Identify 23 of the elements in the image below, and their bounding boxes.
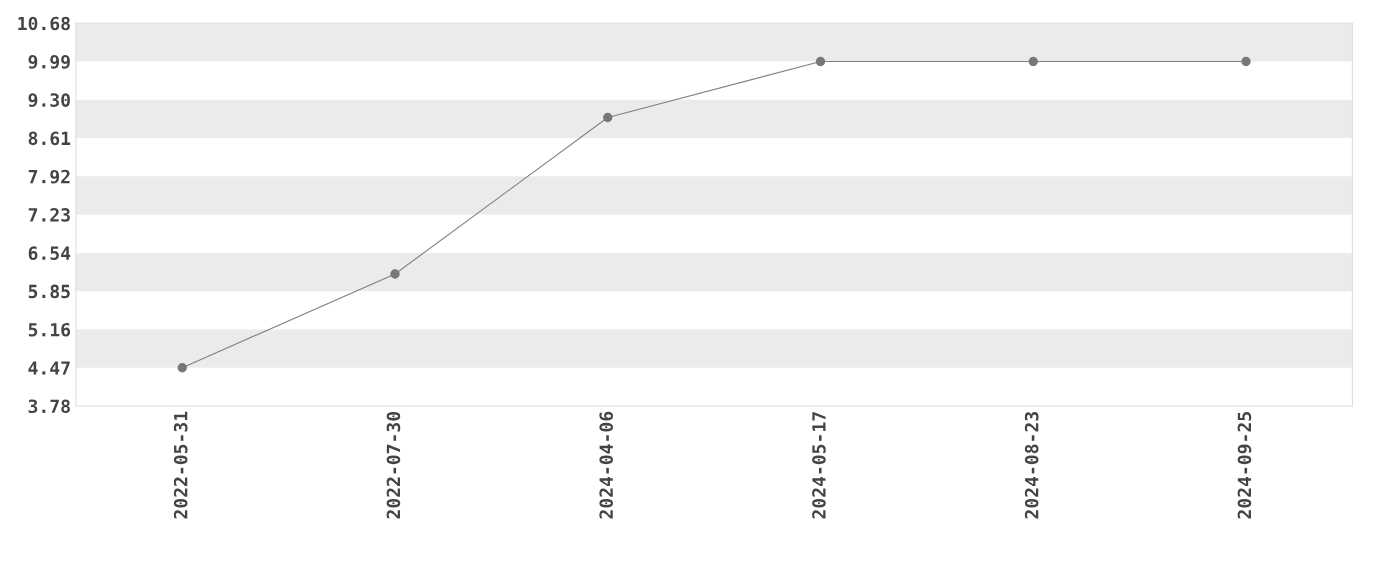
x-tick-label: 2024-09-25 bbox=[1237, 412, 1252, 519]
y-tick-label: 9.99 bbox=[28, 55, 70, 69]
y-tick-label: 5.16 bbox=[28, 322, 71, 337]
y-tick-label: 7.92 bbox=[28, 169, 70, 184]
point bbox=[603, 112, 613, 123]
y-tick-label: 5.85 bbox=[28, 284, 70, 299]
y-tick-label: 6.54 bbox=[28, 246, 71, 261]
y-tick-label: 7.23 bbox=[28, 208, 70, 222]
x-tick-label: 2024-05-17 bbox=[812, 412, 826, 519]
point bbox=[1028, 56, 1038, 67]
x-tick-label: 2024-08-23 bbox=[1024, 412, 1039, 519]
point bbox=[815, 56, 826, 67]
y-tick-label: 10.68 bbox=[18, 16, 70, 31]
x-tick-label: 2022-07-30 bbox=[386, 411, 401, 519]
y-tick-label: 8.61 bbox=[28, 131, 71, 146]
point bbox=[390, 269, 400, 279]
y-tick-label: 3.78 bbox=[28, 399, 70, 414]
x-tick-label: 2022-05-31 bbox=[173, 411, 188, 519]
y-tick-label: 4.47 bbox=[28, 361, 70, 375]
x-tick-label: 2024-04-06 bbox=[599, 411, 614, 519]
point bbox=[1241, 56, 1251, 67]
y-tick-label: 9.30 bbox=[28, 93, 70, 107]
point bbox=[177, 363, 187, 373]
